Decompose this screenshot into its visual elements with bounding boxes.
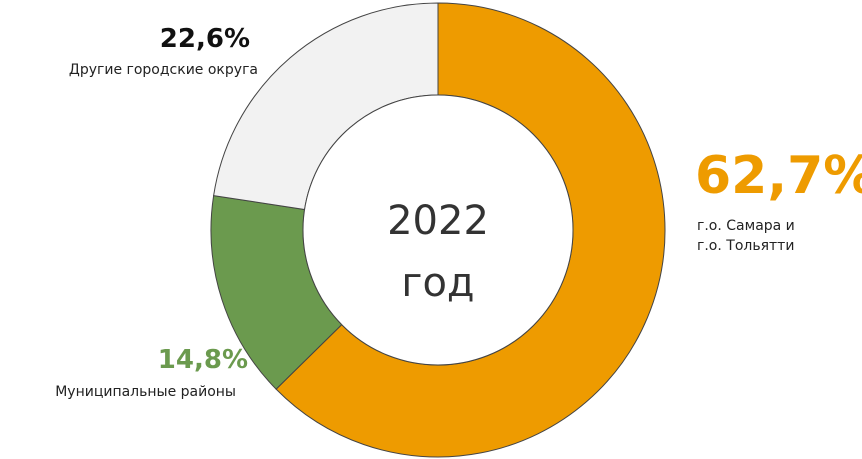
value-label: 22,6%: [159, 24, 250, 54]
center-label: 2022 год: [387, 198, 489, 306]
category-label: Муниципальные районы: [55, 384, 236, 400]
category-label: г.о. Самара и г.о. Тольятти: [697, 218, 795, 254]
value-label: 14,8%: [157, 345, 248, 375]
value-label: 62,7%: [695, 146, 862, 206]
category-label: Другие городские округа: [68, 62, 258, 78]
donut-hole: [302, 94, 574, 366]
